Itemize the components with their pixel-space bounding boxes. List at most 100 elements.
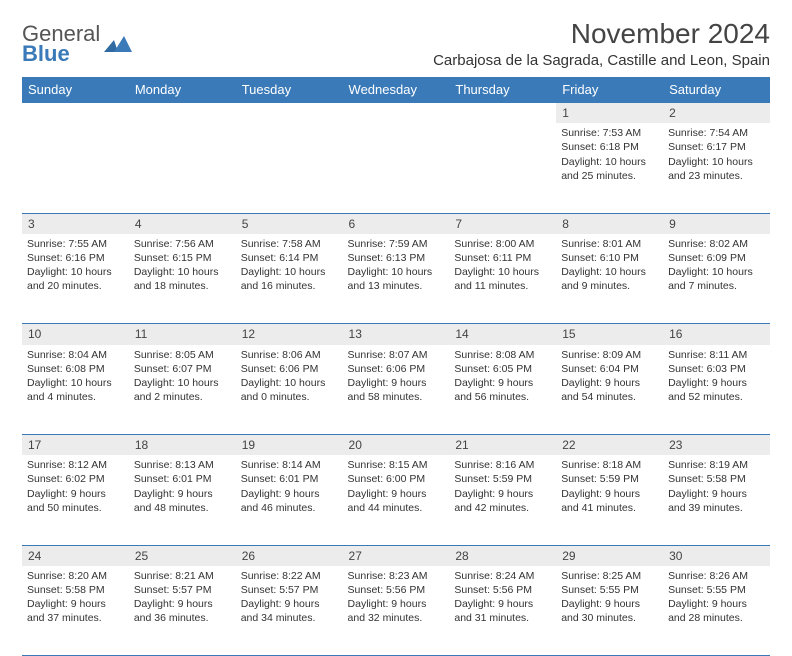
daylight-line: Daylight: 9 hours and 50 minutes. bbox=[27, 487, 124, 515]
daylight-line: Daylight: 9 hours and 56 minutes. bbox=[454, 376, 551, 404]
day-cell: Sunrise: 7:56 AMSunset: 6:15 PMDaylight:… bbox=[129, 234, 236, 324]
sunrise-line: Sunrise: 8:05 AM bbox=[134, 348, 231, 362]
day-number: 3 bbox=[22, 213, 129, 234]
daylight-line: Daylight: 10 hours and 25 minutes. bbox=[561, 155, 658, 183]
content-row: Sunrise: 8:12 AMSunset: 6:02 PMDaylight:… bbox=[22, 455, 770, 545]
day-number: 1 bbox=[556, 103, 663, 124]
calendar-table: SundayMondayTuesdayWednesdayThursdayFrid… bbox=[22, 77, 770, 656]
daylight-line: Daylight: 10 hours and 9 minutes. bbox=[561, 265, 658, 293]
content-row: Sunrise: 8:04 AMSunset: 6:08 PM Daylight:… bbox=[22, 345, 770, 435]
sunrise-line: Sunrise: 8:09 AM bbox=[561, 348, 658, 362]
daylight-line: Daylight: 10 hours and 20 minutes. bbox=[27, 265, 124, 293]
daylight-line: Daylight: 9 hours and 46 minutes. bbox=[241, 487, 338, 515]
sunset-line: Sunset: 6:16 PM bbox=[27, 251, 124, 265]
day-number: 25 bbox=[129, 545, 236, 566]
sunrise-line: Sunrise: 8:01 AM bbox=[561, 237, 658, 251]
day-number bbox=[22, 103, 129, 124]
day-header: Sunday bbox=[22, 77, 129, 103]
daylight-line: Daylight: 9 hours and 58 minutes. bbox=[348, 376, 445, 404]
sunset-line: Sunset: 6:05 PM bbox=[454, 362, 551, 376]
sunset-line: Sunset: 6:06 PM bbox=[348, 362, 445, 376]
day-number: 22 bbox=[556, 435, 663, 456]
daynum-row: 24252627282930 bbox=[22, 545, 770, 566]
sunrise-line: Sunrise: 8:16 AM bbox=[454, 458, 551, 472]
daylight-line: Daylight: 9 hours and 41 minutes. bbox=[561, 487, 658, 515]
title-block: November 2024 Carbajosa de la Sagrada, C… bbox=[433, 18, 770, 69]
day-cell: Sunrise: 8:14 AMSunset: 6:01 PMDaylight:… bbox=[236, 455, 343, 545]
day-cell: Sunrise: 8:19 AMSunset: 5:58 PMDaylight:… bbox=[663, 455, 770, 545]
day-cell: Sunrise: 8:04 AMSunset: 6:08 PMDaylight:… bbox=[22, 345, 129, 435]
day-number: 28 bbox=[449, 545, 556, 566]
sunrise-line: Sunrise: 8:06 AM bbox=[241, 348, 338, 362]
day-header: Tuesday bbox=[236, 77, 343, 103]
day-cell: Sunrise: 8:23 AMSunset: 5:56 PMDaylight:… bbox=[343, 566, 450, 656]
sunset-line: Sunset: 6:04 PM bbox=[561, 362, 658, 376]
sunset-line: Sunset: 6:17 PM bbox=[668, 140, 765, 154]
daylight-line: Daylight: 9 hours and 52 minutes. bbox=[668, 376, 765, 404]
content-row: Sunrise: 8:20 AMSunset: 5:58 PMDaylight:… bbox=[22, 566, 770, 656]
daylight-line: Daylight: 9 hours and 54 minutes. bbox=[561, 376, 658, 404]
day-number: 19 bbox=[236, 435, 343, 456]
day-number: 8 bbox=[556, 213, 663, 234]
sunrise-line: Sunrise: 8:21 AM bbox=[134, 569, 231, 583]
day-number: 4 bbox=[129, 213, 236, 234]
daylight-line: Daylight: 10 hours and 7 minutes. bbox=[668, 265, 765, 293]
daylight-line: Daylight: 9 hours and 28 minutes. bbox=[668, 597, 765, 625]
sunrise-line: Sunrise: 8:04 AM bbox=[27, 348, 124, 362]
sunrise-line: Sunrise: 7:59 AM bbox=[348, 237, 445, 251]
day-cell bbox=[129, 123, 236, 213]
sunrise-line: Sunrise: 7:58 AM bbox=[241, 237, 338, 251]
sunrise-line: Sunrise: 8:15 AM bbox=[348, 458, 445, 472]
daylight-line: Daylight: 9 hours and 36 minutes. bbox=[134, 597, 231, 625]
day-number: 10 bbox=[22, 324, 129, 345]
sunrise-line: Sunrise: 8:26 AM bbox=[668, 569, 765, 583]
sunset-line: Sunset: 5:56 PM bbox=[348, 583, 445, 597]
day-number: 7 bbox=[449, 213, 556, 234]
day-cell: Sunrise: 8:25 AMSunset: 5:55 PMDaylight:… bbox=[556, 566, 663, 656]
sunset-line: Sunset: 6:08 PM bbox=[27, 362, 124, 376]
day-cell: Sunrise: 8:02 AMSunset: 6:09 PMDaylight:… bbox=[663, 234, 770, 324]
day-number: 20 bbox=[343, 435, 450, 456]
day-cell: Sunrise: 8:08 AMSunset: 6:05 PMDaylight:… bbox=[449, 345, 556, 435]
sunset-line: Sunset: 6:09 PM bbox=[668, 251, 765, 265]
day-number: 17 bbox=[22, 435, 129, 456]
daynum-row: 12 bbox=[22, 103, 770, 124]
day-cell: Sunrise: 7:54 AMSunset: 6:17 PMDaylight:… bbox=[663, 123, 770, 213]
day-cell: Sunrise: 8:06 AMSunset: 6:06 PMDaylight:… bbox=[236, 345, 343, 435]
daynum-row: 10111213141516 bbox=[22, 324, 770, 345]
day-number bbox=[129, 103, 236, 124]
daylight-line: Daylight: 9 hours and 30 minutes. bbox=[561, 597, 658, 625]
daylight-line: Daylight: 10 hours and 11 minutes. bbox=[454, 265, 551, 293]
sunset-line: Sunset: 5:56 PM bbox=[454, 583, 551, 597]
daylight-line: Daylight: 9 hours and 32 minutes. bbox=[348, 597, 445, 625]
sunset-line: Sunset: 6:00 PM bbox=[348, 472, 445, 486]
sunset-line: Sunset: 6:10 PM bbox=[561, 251, 658, 265]
sunset-line: Sunset: 5:58 PM bbox=[27, 583, 124, 597]
sunset-line: Sunset: 5:58 PM bbox=[668, 472, 765, 486]
sunset-line: Sunset: 6:07 PM bbox=[134, 362, 231, 376]
sunrise-line: Sunrise: 8:25 AM bbox=[561, 569, 658, 583]
day-header: Thursday bbox=[449, 77, 556, 103]
sunrise-line: Sunrise: 8:13 AM bbox=[134, 458, 231, 472]
sunrise-line: Sunrise: 8:07 AM bbox=[348, 348, 445, 362]
day-number: 6 bbox=[343, 213, 450, 234]
sunset-line: Sunset: 6:18 PM bbox=[561, 140, 658, 154]
daylight-line: Daylight: 10 hours and 18 minutes. bbox=[134, 265, 231, 293]
day-number: 26 bbox=[236, 545, 343, 566]
day-number: 24 bbox=[22, 545, 129, 566]
sunset-line: Sunset: 6:13 PM bbox=[348, 251, 445, 265]
day-number: 16 bbox=[663, 324, 770, 345]
day-cell: Sunrise: 8:11 AMSunset: 6:03 PMDaylight:… bbox=[663, 345, 770, 435]
content-row: Sunrise: 7:55 AMSunset: 6:16 PMDaylight:… bbox=[22, 234, 770, 324]
sunset-line: Sunset: 6:01 PM bbox=[134, 472, 231, 486]
sunrise-line: Sunrise: 8:22 AM bbox=[241, 569, 338, 583]
day-number bbox=[236, 103, 343, 124]
daylight-line: Daylight: 9 hours and 44 minutes. bbox=[348, 487, 445, 515]
sunset-line: Sunset: 6:11 PM bbox=[454, 251, 551, 265]
sunset-line: Sunset: 6:03 PM bbox=[668, 362, 765, 376]
daylight-line: Daylight: 9 hours and 48 minutes. bbox=[134, 487, 231, 515]
sunrise-line: Sunrise: 8:11 AM bbox=[668, 348, 765, 362]
daylight-line: Daylight: 10 hours and 13 minutes. bbox=[348, 265, 445, 293]
day-cell: Sunrise: 7:58 AMSunset: 6:14 PMDaylight:… bbox=[236, 234, 343, 324]
day-number: 29 bbox=[556, 545, 663, 566]
